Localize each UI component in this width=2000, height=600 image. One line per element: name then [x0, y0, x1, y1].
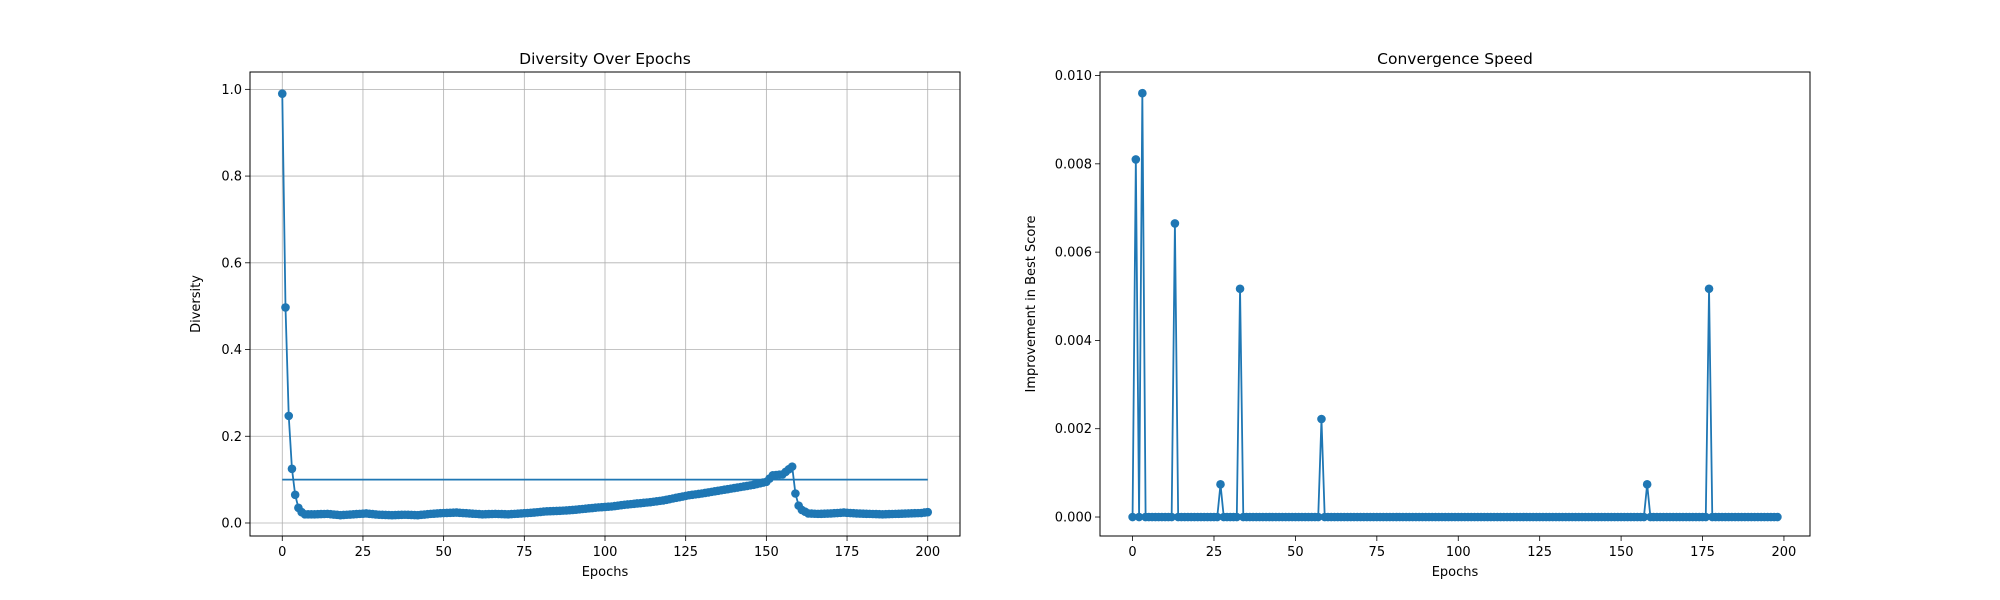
y-tick-label: 0.8: [221, 170, 242, 185]
data-point: [1642, 480, 1652, 489]
data-point: [1235, 284, 1245, 294]
x-tick-label: 125: [673, 545, 698, 560]
data-point: [1134, 512, 1144, 522]
chart-title: Diversity Over Epochs: [519, 50, 691, 68]
y-tick-label: 0.002: [1055, 422, 1092, 437]
data-point: [923, 507, 933, 517]
x-tick-label: 25: [355, 545, 372, 560]
data-point: [1317, 414, 1326, 424]
data-point: [1701, 512, 1711, 522]
data-point: [1131, 155, 1141, 164]
x-tick-label: 50: [1287, 545, 1304, 560]
y-tick-label: 0.000: [1055, 511, 1092, 526]
data-point: [1170, 219, 1180, 228]
y-axis-label: Improvement in Best Score: [1024, 216, 1039, 393]
y-tick-label: 0.0: [221, 516, 242, 531]
grid: [250, 72, 960, 536]
data-point: [287, 464, 297, 474]
data-point: [281, 303, 290, 312]
y-tick-label: 0.2: [221, 430, 242, 445]
x-axis-label: Epochs: [582, 565, 629, 580]
x-tick-label: 0: [1128, 545, 1136, 560]
y-tick-label: 0.010: [1055, 69, 1092, 84]
x-tick-label: 100: [1446, 545, 1471, 560]
series-line: [1131, 93, 1778, 518]
diversity-chart: 0 25 50 75 100 125 150 175 200 0.0 0.2 0.4 0.6 0.8 1.0…: [189, 50, 961, 580]
data-point: [1212, 512, 1222, 522]
chart-title: Convergence Speed: [1377, 50, 1533, 68]
x-tick-label: 150: [1609, 545, 1634, 560]
y-tick-label: 0.008: [1055, 157, 1092, 172]
x-tick-label: 50: [435, 545, 452, 560]
x-tick-label: 75: [1369, 545, 1386, 560]
x-tick-label: 125: [1527, 545, 1552, 560]
x-axis-label: Epochs: [1432, 565, 1479, 580]
x-tick-label: 200: [1772, 545, 1797, 560]
x-tick-label: 200: [915, 545, 940, 560]
axis-ticks: 0 25 50 75 100 125 150 175 200 0.000 0.002 0.004 0.0…: [1055, 69, 1797, 560]
diversity-series: [277, 89, 933, 520]
y-tick-label: 1.0: [221, 83, 242, 98]
y-tick-label: 0.4: [221, 343, 242, 358]
x-tick-label: 25: [1206, 545, 1223, 560]
x-tick-label: 175: [1690, 545, 1715, 560]
data-point: [1639, 512, 1649, 522]
data-point: [284, 411, 294, 421]
convergence-series: [1128, 88, 1782, 522]
data-point: [1704, 284, 1714, 294]
convergence-chart: 0 25 50 75 100 125 150 175 200 0.000 0.002 0.004 0.0…: [1024, 50, 1811, 580]
data-point: [290, 490, 300, 500]
data-point: [277, 89, 287, 98]
x-tick-label: 0: [278, 545, 286, 560]
y-tick-label: 0.004: [1055, 334, 1092, 349]
y-tick-label: 0.006: [1055, 246, 1092, 261]
axis-ticks: 0 25 50 75 100 125 150 175 200 0.0 0.2 0.4 0.6 0.8 1.0: [221, 83, 940, 560]
data-point: [1128, 512, 1137, 522]
x-tick-label: 150: [754, 545, 779, 560]
x-tick-label: 100: [593, 545, 618, 560]
data-point: [1138, 88, 1147, 98]
plot-frame: [1099, 71, 1811, 537]
data-point: [1773, 512, 1782, 522]
data-point: [791, 489, 800, 498]
data-point: [787, 462, 797, 471]
y-axis-label: Diversity: [189, 275, 204, 333]
x-tick-label: 75: [516, 545, 533, 560]
data-point: [1216, 480, 1225, 489]
data-point: [1313, 512, 1323, 522]
data-point: [1167, 512, 1176, 522]
y-tick-label: 0.6: [221, 256, 242, 271]
data-point: [1232, 512, 1242, 522]
x-tick-label: 175: [835, 545, 860, 560]
